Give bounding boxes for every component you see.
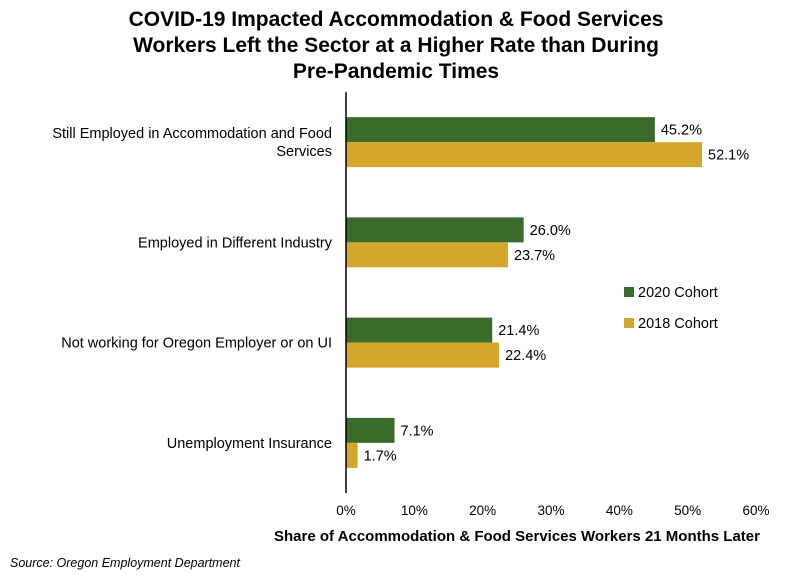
category-label: Not working for Oregon Employer or on UI — [61, 336, 332, 352]
legend-label: 2020 Cohort — [638, 285, 718, 301]
data-label: 52.1% — [708, 148, 749, 164]
category-label: Employed in Different Industry — [138, 235, 333, 251]
source-note: Source: Oregon Employment Department — [10, 556, 240, 570]
chart-title-line: COVID-19 Impacted Accommodation & Food S… — [129, 8, 664, 31]
x-tick-label: 20% — [469, 503, 496, 518]
chart-title-line: Workers Left the Sector at a Higher Rate… — [133, 34, 659, 57]
x-tick-labels: 0% 10% 20% 30% 40% 50% 60% — [336, 503, 769, 518]
bar-2018-cohort — [346, 442, 358, 468]
bar-2018-cohort — [346, 342, 500, 368]
legend-swatch — [624, 318, 634, 328]
legend-swatch — [624, 287, 634, 297]
x-tick-label: 50% — [674, 503, 701, 518]
bar-2018-cohort — [346, 142, 703, 168]
value-labels: 45.2% 52.1% 26.0% 23.7% 21.4% 22.4% 7.1%1.7% — [364, 123, 750, 465]
category-label: Still Employed in Accommodation and Food — [52, 126, 332, 142]
bar-2020-cohort — [346, 417, 395, 443]
chart-title-line: Pre-Pandemic Times — [293, 60, 499, 83]
x-tick-label: 0% — [336, 503, 356, 518]
data-label: 7.1% — [401, 423, 434, 439]
bar-2020-cohort — [346, 117, 655, 143]
data-label: 21.4% — [498, 323, 539, 339]
bar-2020-cohort — [346, 317, 493, 343]
data-label: 23.7% — [514, 248, 555, 264]
bars — [346, 117, 703, 468]
x-axis-title: Share of Accommodation & Food Services W… — [274, 528, 760, 545]
x-tick-label: 60% — [742, 503, 769, 518]
legend: 2020 Cohort 2018 Cohort — [624, 285, 718, 332]
x-tick-label: 30% — [537, 503, 564, 518]
bar-2020-cohort — [346, 217, 524, 243]
chart-title: COVID-19 Impacted Accommodation & Food S… — [129, 8, 664, 83]
category-label: Unemployment Insurance — [167, 436, 332, 452]
data-label: 22.4% — [505, 348, 546, 364]
x-tick-label: 40% — [606, 503, 633, 518]
data-label: 26.0% — [530, 223, 571, 239]
data-label: 45.2% — [661, 123, 702, 139]
legend-label: 2018 Cohort — [638, 316, 718, 332]
data-label: 1.7% — [364, 448, 397, 464]
category-labels: Still Employed in Accommodation and Food… — [52, 126, 332, 452]
bar-2018-cohort — [346, 242, 508, 268]
x-tick-label: 10% — [401, 503, 428, 518]
category-label: Services — [276, 144, 332, 160]
